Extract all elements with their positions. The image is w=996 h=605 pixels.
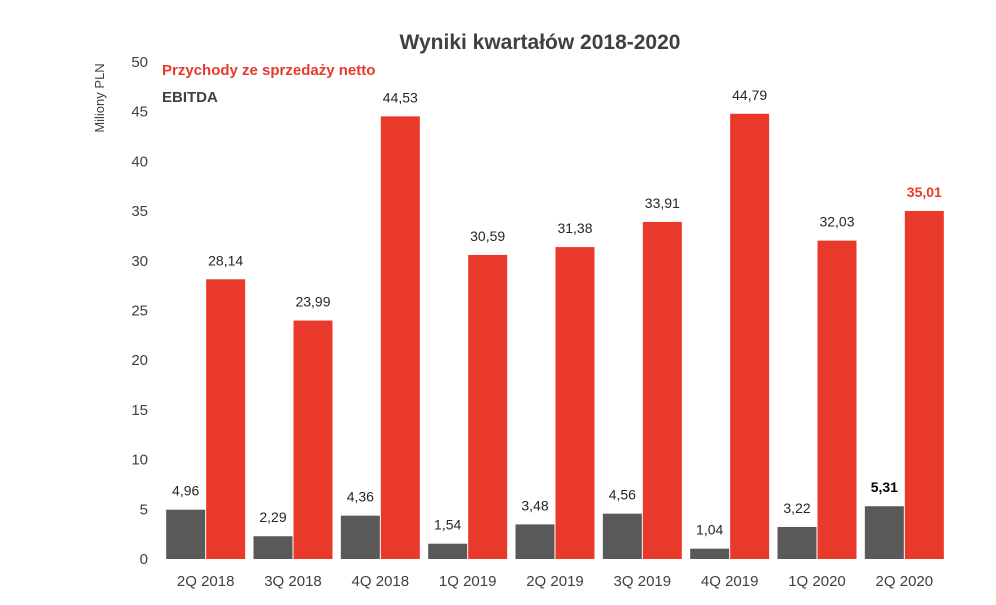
y-tick-label: 15 <box>131 402 148 419</box>
data-label-ebitda: 4,96 <box>172 483 199 499</box>
bar-ebitda <box>428 543 468 559</box>
y-tick-label: 5 <box>140 501 148 518</box>
data-label-revenue: 23,99 <box>295 294 330 310</box>
y-tick-label: 50 <box>131 54 148 71</box>
bar-ebitda <box>515 524 555 559</box>
x-tick-label: 1Q 2019 <box>439 573 497 590</box>
data-label-ebitda: 3,48 <box>521 497 548 513</box>
y-tick-label: 25 <box>131 303 148 320</box>
y-axis: 0 5 10 15 20 25 30 35 40 45 50 <box>131 54 148 568</box>
data-label-revenue: 35,01 <box>907 184 942 200</box>
x-tick-label: 3Q 2018 <box>264 573 322 590</box>
y-tick-label: 35 <box>131 203 148 220</box>
data-label-ebitda: 1,04 <box>696 522 723 538</box>
bar-ebitda <box>864 506 904 559</box>
y-axis-label: Miliony PLN <box>92 63 107 132</box>
x-tick-label: 4Q 2018 <box>352 573 410 590</box>
data-label-ebitda: 5,31 <box>871 479 898 495</box>
bar-revenue <box>642 221 682 559</box>
bar-ebitda <box>340 515 380 559</box>
legend-ebitda: EBITDA <box>162 89 218 106</box>
bar-ebitda <box>253 536 293 559</box>
y-tick-label: 45 <box>131 104 148 121</box>
x-tick-label: 4Q 2019 <box>701 573 759 590</box>
y-tick-label: 0 <box>140 551 148 568</box>
bar-ebitda <box>166 509 206 559</box>
bar-revenue <box>904 211 944 559</box>
data-label-ebitda: 4,56 <box>609 487 636 503</box>
data-label-ebitda: 4,36 <box>347 489 374 505</box>
bar-ebitda <box>602 513 642 559</box>
data-label-revenue: 32,03 <box>819 214 854 230</box>
data-label-revenue: 33,91 <box>645 195 680 211</box>
legend-revenue: Przychody ze sprzedaży netto <box>162 62 375 79</box>
bar-revenue <box>468 254 508 559</box>
data-label-ebitda: 2,29 <box>259 509 286 525</box>
data-label-ebitda: 1,54 <box>434 517 461 533</box>
data-labels: 4,96 28,14 2,29 23,99 4,36 44,53 1,54 30,59 3,48… <box>172 87 942 538</box>
x-tick-label: 2Q 2020 <box>876 573 934 590</box>
bar-revenue <box>817 240 857 559</box>
bar-revenue <box>380 116 420 560</box>
bars <box>166 113 944 560</box>
data-label-ebitda: 3,22 <box>783 500 810 516</box>
bar-revenue <box>555 247 595 559</box>
y-tick-label: 20 <box>131 352 148 369</box>
chart-title: Wyniki kwartałów 2018-2020 <box>400 31 681 54</box>
x-tick-label: 2Q 2018 <box>177 573 235 590</box>
data-label-revenue: 44,79 <box>732 87 767 103</box>
x-axis: 2Q 2018 3Q 2018 4Q 2018 1Q 2019 2Q 2019 3Q 20… <box>177 573 933 590</box>
bar-ebitda <box>777 526 817 559</box>
x-tick-label: 1Q 2020 <box>788 573 846 590</box>
data-label-revenue: 30,59 <box>470 228 505 244</box>
y-tick-label: 40 <box>131 153 148 170</box>
bar-revenue <box>730 113 770 559</box>
y-tick-label: 10 <box>131 452 148 469</box>
bar-revenue <box>206 279 246 559</box>
x-tick-label: 3Q 2019 <box>614 573 672 590</box>
x-tick-label: 2Q 2019 <box>526 573 584 590</box>
data-label-revenue: 44,53 <box>383 89 418 105</box>
bar-revenue <box>293 320 333 559</box>
data-label-revenue: 28,14 <box>208 252 243 268</box>
y-tick-label: 30 <box>131 253 148 270</box>
bar-ebitda <box>690 548 730 559</box>
data-label-revenue: 31,38 <box>557 220 592 236</box>
